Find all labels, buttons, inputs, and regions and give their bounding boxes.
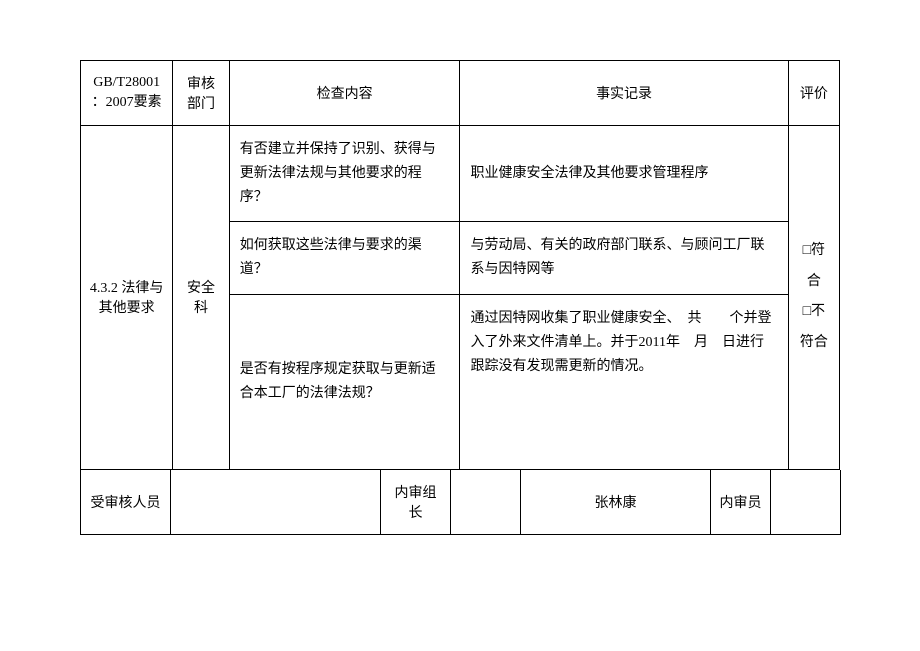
- check-cell: 如何获取这些法律与要求的渠道？: [229, 222, 460, 295]
- audit-table: GB/T28001：2007要素 审核部门 检查内容 事实记录 评价 4.3.2…: [80, 60, 840, 470]
- footer-name: 张林康: [521, 470, 711, 535]
- element-cell: 4.3.2 法律与其他要求: [81, 126, 173, 470]
- eval-conform: □符合: [797, 236, 831, 298]
- header-dept: 审核部门: [173, 61, 229, 126]
- check-cell: 有否建立并保持了识别、获得与更新法律法规与其他要求的程序？: [229, 126, 460, 222]
- eval-nonconform: □不符合: [797, 297, 831, 359]
- record-cell: 通过因特网收集了职业健康安全、 共 个并登入了外来文件清单上。并于2011年 月…: [460, 294, 788, 469]
- footer-val-auditee: [171, 470, 381, 535]
- footer-label-leader: 内审组长: [381, 470, 451, 535]
- eval-cell: □符合 □不符合: [788, 126, 839, 470]
- content-row: 4.3.2 法律与其他要求 安全科 有否建立并保持了识别、获得与更新法律法规与其…: [81, 126, 840, 222]
- footer-table: 受审核人员 内审组长 张林康 内审员: [80, 470, 841, 535]
- header-row: GB/T28001：2007要素 审核部门 检查内容 事实记录 评价: [81, 61, 840, 126]
- header-record: 事实记录: [460, 61, 788, 126]
- record-cell: 职业健康安全法律及其他要求管理程序: [460, 126, 788, 222]
- footer-label-auditor: 内审员: [711, 470, 771, 535]
- footer-label-auditee: 受审核人员: [81, 470, 171, 535]
- check-cell: 是否有按程序规定获取与更新适合本工厂的法律法规？: [229, 294, 460, 469]
- footer-val-auditor: [771, 470, 841, 535]
- record-cell: 与劳动局、有关的政府部门联系、与顾问工厂联系与因特网等: [460, 222, 788, 295]
- footer-val-leader: [451, 470, 521, 535]
- dept-cell: 安全科: [173, 126, 229, 470]
- footer-row: 受审核人员 内审组长 张林康 内审员: [81, 470, 841, 535]
- header-eval: 评价: [788, 61, 839, 126]
- header-element: GB/T28001：2007要素: [81, 61, 173, 126]
- header-check: 检查内容: [229, 61, 460, 126]
